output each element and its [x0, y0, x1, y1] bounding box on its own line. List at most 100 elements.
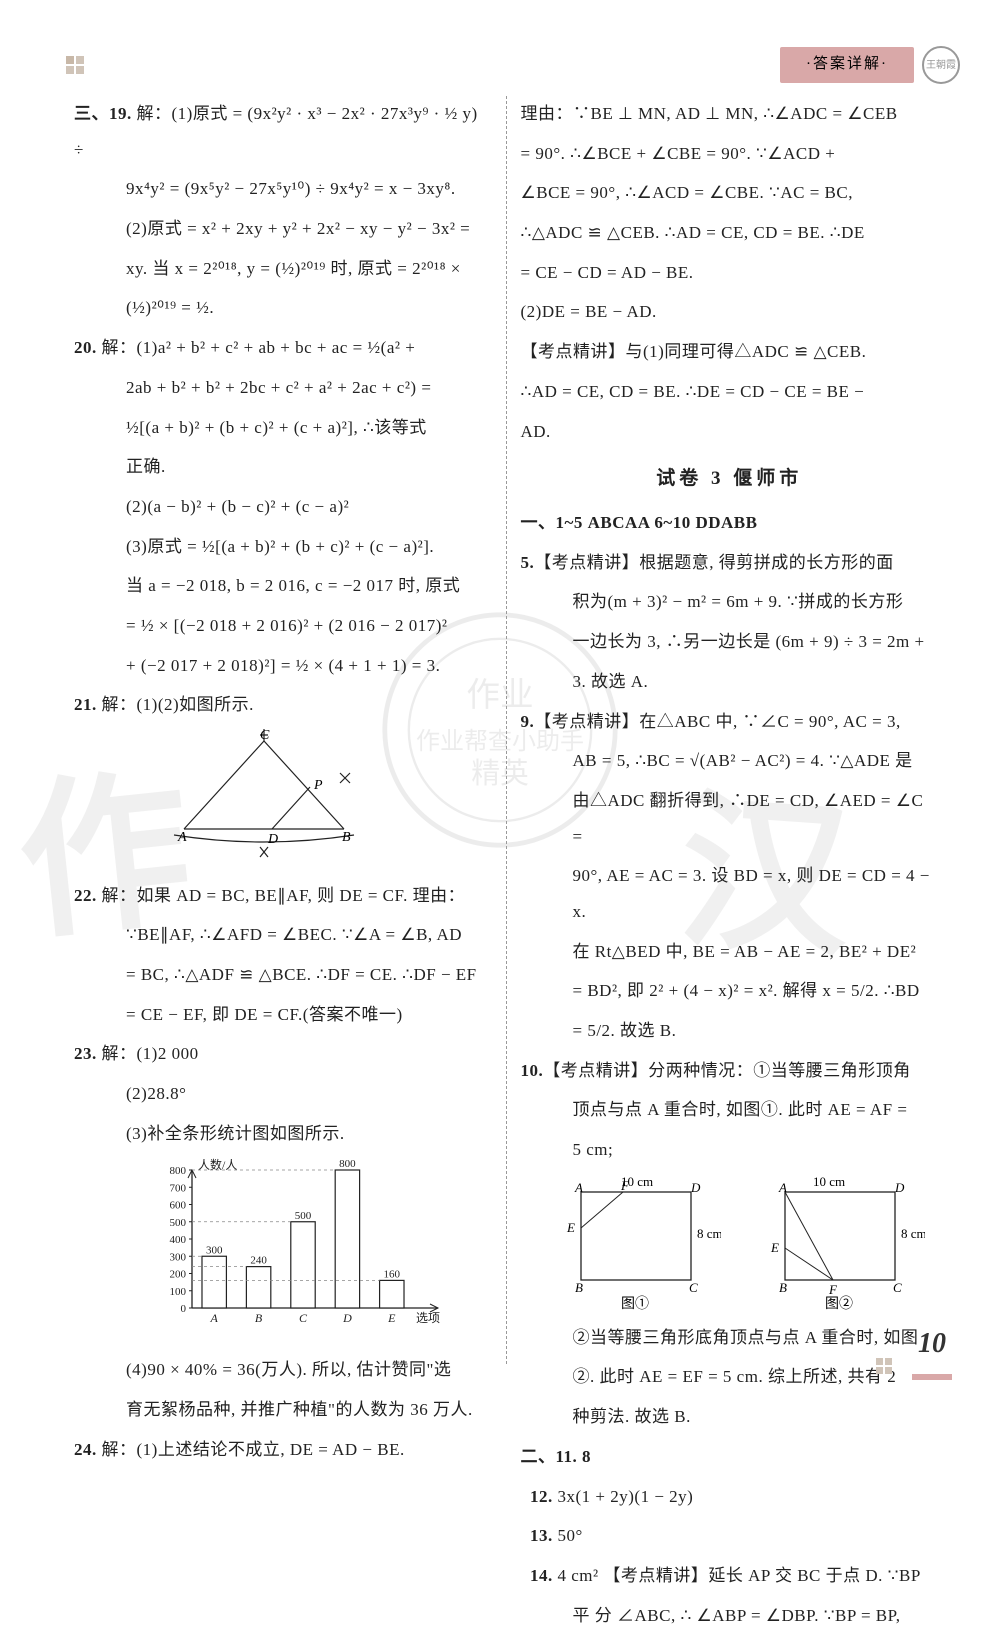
q20-line: 20. 解：(1)a² + b² + c² + ab + bc + ac = ½…	[74, 330, 492, 366]
svg-text:10 cm: 10 cm	[813, 1174, 845, 1189]
q9-line: 90°, AE = AC = 3. 设 BD = x, 则 DE = CD = …	[521, 858, 939, 929]
svg-text:C: C	[893, 1280, 902, 1295]
page-decoration	[876, 1358, 892, 1374]
svg-text:8 cm: 8 cm	[901, 1226, 925, 1241]
q9-line: AB = 5, ∴BC = √(AB² − AC²) = 4. ∵△ADE 是	[521, 743, 939, 779]
q22-line: = BC, ∴△ADF ≌ △BCE. ∴DF = CE. ∴DF − EF	[74, 957, 492, 993]
top-line: (2)DE = BE − AD.	[521, 294, 939, 330]
svg-text:800: 800	[170, 1165, 187, 1177]
q5-line: 一边长为 3, ∴另一边长是 (6m + 9) ÷ 3 = 2m +	[521, 624, 939, 660]
svg-text:700: 700	[170, 1182, 187, 1194]
q20-line: 当 a = −2 018, b = 2 016, c = −2 017 时, 原…	[74, 568, 492, 604]
q21-line: 21. 解：(1)(2)如图所示.	[74, 687, 492, 723]
q10-line: 种剪法. 故选 B.	[521, 1399, 939, 1435]
svg-text:A: A	[574, 1180, 583, 1195]
svg-text:P: P	[313, 778, 323, 793]
svg-text:图①: 图①	[621, 1296, 649, 1312]
q12-line: 12. 3x(1 + 2y)(1 − 2y)	[521, 1479, 939, 1515]
svg-text:D: D	[342, 1311, 352, 1325]
q24-line: 24. 解：(1)上述结论不成立, DE = AD − BE.	[74, 1432, 492, 1468]
q19-line: 三、19. 解：(1)原式 = (9x²y² · x³ − 2x² · 27x³…	[74, 96, 492, 167]
q19-line: (2)原式 = x² + 2xy + y² + 2x² − xy − y² − …	[74, 211, 492, 247]
section2: 二、11. 8	[521, 1439, 939, 1475]
q10-line: ②当等腰三角形底角顶点与点 A 重合时, 如图	[521, 1320, 939, 1356]
svg-text:B: B	[575, 1280, 583, 1295]
svg-text:C: C	[260, 729, 270, 743]
q22-line: 22. 解：如果 AD = BC, BE∥AF, 则 DE = CF. 理由：	[74, 878, 492, 914]
q20-line: 正确.	[74, 449, 492, 485]
top-line: = 90°. ∴∠BCE + ∠CBE = 90°. ∵∠ACD +	[521, 136, 939, 172]
svg-text:选项: 选项	[416, 1311, 440, 1325]
top-line: ∠BCE = 90°, ∴∠ACD = ∠CBE. ∵AC = BC,	[521, 175, 939, 211]
q22-line: ∵BE∥AF, ∴∠AFD = ∠BEC. ∵∠A = ∠B, AD	[74, 917, 492, 953]
bar-chart: 0100200300400500600700800人数/人选项300A240B5…	[144, 1156, 492, 1349]
svg-text:500: 500	[170, 1216, 187, 1228]
top-line: = CE − CD = AD − BE.	[521, 255, 939, 291]
q9-line: 9.【考点精讲】在△ABC 中, ∵∠C = 90°, AC = 3,	[521, 704, 939, 740]
header-seal-icon: 王朝霞	[922, 46, 960, 84]
svg-text:160: 160	[384, 1268, 401, 1280]
svg-text:0: 0	[181, 1303, 187, 1315]
q20-line: + (−2 017 + 2 018)²] = ½ × (4 + 1 + 1) =…	[74, 648, 492, 684]
content-area: 三、19. 解：(1)原式 = (9x²y² · x³ − 2x² · 27x³…	[60, 96, 952, 1364]
q9-line: 在 Rt△BED 中, BE = AB − AE = 2, BE² + DE²	[521, 934, 939, 970]
q23-line: 23. 解：(1)2 000	[74, 1036, 492, 1072]
triangle-diagram: A B C D P	[164, 729, 492, 872]
q5-line: 5.【考点精讲】根据题意, 得剪拼成的长方形的面	[521, 545, 939, 581]
q9-line: = BD², 即 2² + (4 − x)² = x². 解得 x = 5/2.…	[521, 973, 939, 1009]
q10-line: 5 cm;	[521, 1132, 939, 1168]
q9-line: 由△ADC 翻折得到, ∴DE = CD, ∠AED = ∠C =	[521, 783, 939, 854]
right-column: 理由：∵BE ⊥ MN, AD ⊥ MN, ∴∠ADC = ∠CEB = 90°…	[507, 96, 953, 1364]
svg-text:C: C	[299, 1311, 308, 1325]
svg-text:B: B	[342, 830, 351, 845]
svg-text:B: B	[779, 1280, 787, 1295]
q20-line: (3)原式 = ½[(a + b)² + (b + c)² + (c − a)²…	[74, 529, 492, 565]
q19-line: 9x⁴y² = (9x⁵y² − 27x⁵y¹⁰) ÷ 9x⁴y² = x − …	[74, 171, 492, 207]
svg-text:C: C	[689, 1280, 698, 1295]
q10-line: 顶点与点 A 重合时, 如图①. 此时 AE = AF =	[521, 1092, 939, 1128]
svg-text:A: A	[177, 830, 187, 845]
top-line: ∴AD = CE, CD = BE. ∴DE = CD − CE = BE −	[521, 374, 939, 410]
q14-line: 平 分 ∠ABC, ∴ ∠ABP = ∠DBP. ∵BP = BP,	[521, 1598, 939, 1633]
q23-line: 育无絮杨品种, 并推广种植"的人数为 36 万人.	[74, 1392, 492, 1428]
svg-text:B: B	[255, 1311, 263, 1325]
top-line: AD.	[521, 414, 939, 450]
svg-text:600: 600	[170, 1199, 187, 1211]
page-number: 10	[912, 1315, 952, 1380]
q9-line: = 5/2. 故选 B.	[521, 1013, 939, 1049]
svg-text:A: A	[778, 1180, 787, 1195]
q13-line: 13. 50°	[521, 1518, 939, 1554]
q23-line: (3)补全条形统计图如图所示.	[74, 1116, 492, 1152]
svg-text:D: D	[690, 1180, 701, 1195]
q5-line: 3. 故选 A.	[521, 664, 939, 700]
svg-text:100: 100	[170, 1285, 187, 1297]
svg-text:500: 500	[295, 1209, 312, 1221]
top-line: ∴△ADC ≌ △CEB. ∴AD = CE, CD = BE. ∴DE	[521, 215, 939, 251]
section-title: 试卷 3 偃师市	[521, 459, 939, 499]
q20-line: 2ab + b² + b² + 2bc + c² + a² + 2ac + c²…	[74, 370, 492, 406]
top-line: 【考点精讲】与(1)同理可得△ADC ≌ △CEB.	[521, 334, 939, 370]
svg-text:D: D	[894, 1180, 905, 1195]
svg-text:F: F	[828, 1282, 838, 1297]
svg-text:图②: 图②	[825, 1296, 853, 1312]
corner-decoration	[66, 56, 84, 74]
q10-line: 10.【考点精讲】分两种情况：①当等腰三角形顶角	[521, 1053, 939, 1089]
svg-text:300: 300	[170, 1251, 187, 1263]
svg-text:E: E	[770, 1240, 779, 1255]
svg-text:400: 400	[170, 1234, 187, 1246]
q19-line: xy. 当 x = 2²⁰¹⁸, y = (½)²⁰¹⁹ 时, 原式 = 2²⁰…	[74, 251, 492, 287]
figure-2: 10 cm A D E B F C 8 cm 图②	[765, 1174, 925, 1314]
svg-text:300: 300	[206, 1244, 223, 1256]
svg-text:A: A	[210, 1311, 219, 1325]
q22-line: = CE − EF, 即 DE = CF.(答案不唯一)	[74, 997, 492, 1033]
q23-line: (4)90 × 40% = 36(万人). 所以, 估计赞同"选	[74, 1352, 492, 1388]
q14-line: 14. 4 cm² 【考点精讲】延长 AP 交 BC 于点 D. ∵BP	[521, 1558, 939, 1594]
q20-line: ½[(a + b)² + (b + c)² + (c + a)²], ∴该等式	[74, 410, 492, 446]
svg-text:240: 240	[250, 1254, 267, 1266]
q19-line: (½)²⁰¹⁹ = ½.	[74, 290, 492, 326]
left-column: 三、19. 解：(1)原式 = (9x²y² · x³ − 2x² · 27x³…	[60, 96, 507, 1364]
page-header: ·答案详解· 王朝霞	[780, 46, 960, 84]
q5-line: 积为(m + 3)² − m² = 6m + 9. ∵拼成的长方形	[521, 584, 939, 620]
header-banner: ·答案详解·	[780, 47, 914, 83]
figure-1: 10 cm A F D E B C 8 cm 图①	[561, 1174, 721, 1314]
